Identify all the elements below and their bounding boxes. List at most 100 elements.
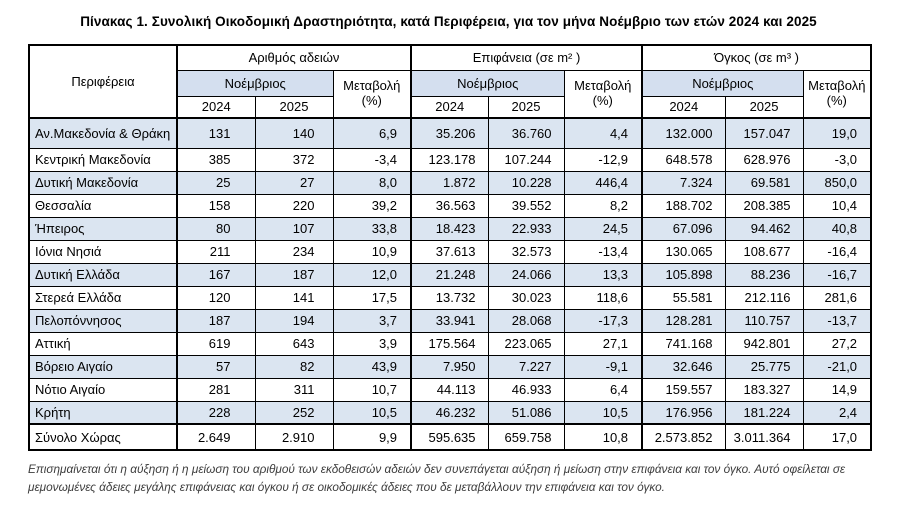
region-cell: Νότιο Αιγαίο: [28, 377, 178, 402]
value-cell: 36.563: [410, 193, 489, 218]
value-cell: 33.941: [410, 308, 489, 333]
value-cell: 28.068: [487, 308, 565, 333]
value-cell: 25.775: [724, 354, 804, 379]
value-cell: 27: [254, 170, 334, 195]
year-header-2024: 2024: [641, 95, 726, 119]
value-cell: 8,0: [332, 170, 412, 195]
value-cell: 10,4: [802, 193, 872, 218]
value-cell: 942.801: [724, 331, 804, 356]
region-cell: Στερεά Ελλάδα: [28, 285, 178, 310]
value-cell: 10.228: [487, 170, 565, 195]
region-cell: Πελοπόννησος: [28, 308, 178, 333]
region-cell: Ιόνια Νησιά: [28, 239, 178, 264]
value-cell: -13,7: [802, 308, 872, 333]
value-cell: 12,0: [332, 262, 412, 287]
value-cell: 175.564: [410, 331, 489, 356]
value-cell: 187: [176, 308, 256, 333]
value-cell: 67.096: [641, 216, 726, 241]
value-cell: 234: [254, 239, 334, 264]
value-cell: 183.327: [724, 377, 804, 402]
value-cell: 21.248: [410, 262, 489, 287]
change-header: Μεταβολή (%): [332, 69, 412, 119]
year-header-2025: 2025: [254, 95, 334, 119]
change-header-unit: (%): [826, 92, 847, 108]
value-cell: 2,4: [802, 400, 872, 425]
change-header-label: Μεταβολή: [808, 77, 866, 93]
value-cell: 211: [176, 239, 256, 264]
table-row: Ιόνια Νησιά 211 234 10,9 37.613 32.573 -13,4 13…: [28, 239, 872, 264]
table-row: Νότιο Αιγαίο 281 311 10,7 44.113 46.933 6,4 159…: [28, 377, 872, 402]
table-row: Πελοπόννησος 187 194 3,7 33.941 28.068 -17,3 12…: [28, 308, 872, 333]
value-cell: 57: [176, 354, 256, 379]
table-row: Αν.Μακεδονία & Θράκη 131 140 6,9 35.206 36.76…: [28, 117, 872, 149]
value-cell: 18.423: [410, 216, 489, 241]
value-cell: 252: [254, 400, 334, 425]
value-cell: 24.066: [487, 262, 565, 287]
value-cell: 30.023: [487, 285, 565, 310]
value-cell: 46.232: [410, 400, 489, 425]
value-cell: 10,5: [332, 400, 412, 425]
table-header: Περιφέρεια Αριθμός αδειών Επιφάνεια (σε …: [28, 44, 872, 119]
change-header-unit: (%): [592, 92, 613, 108]
value-cell: 385: [176, 147, 256, 172]
value-cell: 372: [254, 147, 334, 172]
value-cell: -3,0: [802, 147, 872, 172]
value-cell: 44.113: [410, 377, 489, 402]
value-cell: 94.462: [724, 216, 804, 241]
value-cell: 17,0: [802, 423, 872, 451]
building-activity-table: Περιφέρεια Αριθμός αδειών Επιφάνεια (σε …: [28, 44, 873, 451]
month-header: Νοέμβριος: [410, 69, 565, 97]
value-cell: 619: [176, 331, 256, 356]
value-cell: 36.760: [487, 117, 565, 149]
value-cell: -21,0: [802, 354, 872, 379]
value-cell: 194: [254, 308, 334, 333]
region-cell: Κεντρική Μακεδονία: [28, 147, 178, 172]
value-cell: 27,1: [563, 331, 643, 356]
value-cell: -9,1: [563, 354, 643, 379]
group-header-surface: Επιφάνεια (σε m² ): [410, 44, 643, 71]
region-cell: Σύνολο Χώρας: [28, 423, 178, 451]
value-cell: -13,4: [563, 239, 643, 264]
region-cell: Δυτική Ελλάδα: [28, 262, 178, 287]
value-cell: 311: [254, 377, 334, 402]
value-cell: 7.324: [641, 170, 726, 195]
change-header-label: Μεταβολή: [574, 77, 632, 93]
value-cell: 88.236: [724, 262, 804, 287]
value-cell: 1.872: [410, 170, 489, 195]
value-cell: 2.573.852: [641, 423, 726, 451]
month-header: Νοέμβριος: [641, 69, 804, 97]
value-cell: 39,2: [332, 193, 412, 218]
table-row: Κρήτη 228 252 10,5 46.232 51.086 10,5 176.956 18…: [28, 400, 872, 425]
value-cell: 22.933: [487, 216, 565, 241]
value-cell: 4,4: [563, 117, 643, 149]
group-header-volume: Όγκος (σε m³ ): [641, 44, 872, 71]
table-row: Ήπειρος 80 107 33,8 18.423 22.933 24,5 67.096 94…: [28, 216, 872, 241]
value-cell: 141: [254, 285, 334, 310]
value-cell: 110.757: [724, 308, 804, 333]
value-cell: 187: [254, 262, 334, 287]
year-header-2025: 2025: [487, 95, 565, 119]
value-cell: 14,9: [802, 377, 872, 402]
table-row-total: Σύνολο Χώρας 2.649 2.910 9,9 595.635 659.758 1…: [28, 423, 872, 451]
value-cell: 10,9: [332, 239, 412, 264]
year-header-2025: 2025: [724, 95, 804, 119]
value-cell: 128.281: [641, 308, 726, 333]
value-cell: 80: [176, 216, 256, 241]
value-cell: 7.950: [410, 354, 489, 379]
value-cell: 220: [254, 193, 334, 218]
value-cell: 37.613: [410, 239, 489, 264]
year-header-2024: 2024: [410, 95, 489, 119]
column-header-region: Περιφέρεια: [28, 44, 178, 119]
value-cell: 6,9: [332, 117, 412, 149]
region-cell: Βόρειο Αιγαίο: [28, 354, 178, 379]
value-cell: 130.065: [641, 239, 726, 264]
value-cell: -12,9: [563, 147, 643, 172]
value-cell: 123.178: [410, 147, 489, 172]
value-cell: 659.758: [487, 423, 565, 451]
value-cell: 281: [176, 377, 256, 402]
change-header: Μεταβολή (%): [563, 69, 643, 119]
change-header: Μεταβολή (%): [802, 69, 872, 119]
change-header-unit: (%): [361, 92, 382, 108]
value-cell: 159.557: [641, 377, 726, 402]
